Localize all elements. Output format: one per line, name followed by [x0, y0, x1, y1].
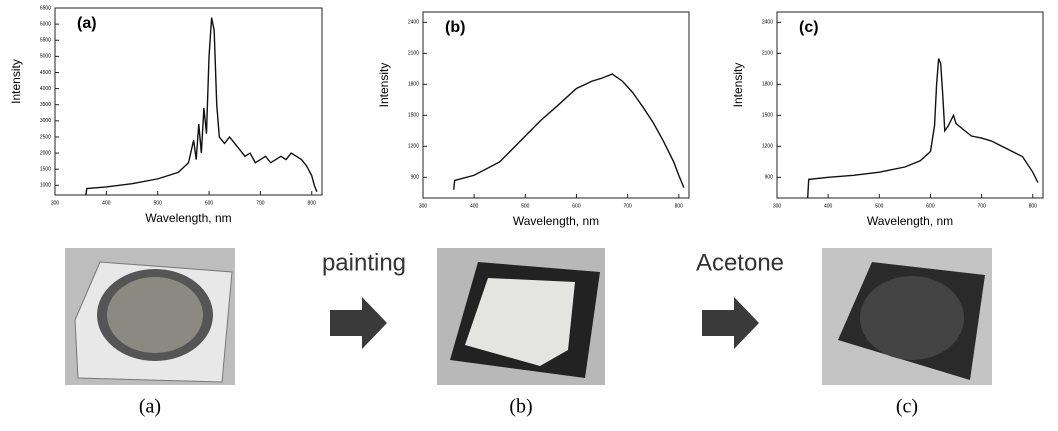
y-tick-label: 1200: [762, 144, 773, 150]
y-axis-label: Intensity: [377, 63, 391, 108]
panel-label: (a): [77, 15, 97, 32]
photo-caption: (b): [509, 396, 532, 418]
y-axis-label: Intensity: [9, 59, 23, 104]
y-tick-label: 1800: [762, 82, 773, 88]
x-tick-label: 600: [205, 200, 214, 206]
y-tick-label: 2100: [408, 51, 419, 57]
plot-frame: [776, 11, 1044, 199]
x-tick-label: 800: [1029, 203, 1038, 209]
photo-a: [65, 248, 235, 385]
x-axis-label: Wavelength, nm: [513, 214, 599, 228]
photo-caption: (c): [896, 396, 918, 418]
y-tick-label: 1500: [40, 167, 51, 173]
x-tick-label: 500: [154, 200, 163, 206]
plot-frame: [54, 7, 323, 196]
y-tick-label: 4000: [40, 86, 51, 92]
x-tick-label: 700: [977, 203, 986, 209]
x-tick-label: 300: [419, 203, 428, 209]
y-tick-label: 2400: [762, 20, 773, 26]
panel-label: (b): [445, 19, 465, 36]
plot-frame: [422, 11, 690, 199]
x-tick-label: 700: [623, 203, 632, 209]
y-tick-label: 1200: [408, 144, 419, 150]
y-tick-label: 1500: [408, 113, 419, 119]
y-tick-label: 2400: [408, 20, 419, 26]
x-axis-label: Wavelength, nm: [145, 211, 231, 225]
arrow-label: painting: [322, 249, 406, 276]
spectrum-line: [806, 58, 1039, 199]
y-tick-label: 900: [411, 175, 420, 181]
y-tick-label: 1500: [762, 113, 773, 119]
y-tick-label: 1000: [40, 183, 51, 189]
spectrum-line: [452, 73, 685, 190]
arrow: [330, 297, 387, 349]
x-tick-label: 600: [572, 203, 581, 209]
y-tick-label: 900: [765, 175, 774, 181]
y-tick-label: 4500: [40, 70, 51, 76]
photo-c: [822, 248, 992, 385]
y-tick-label: 6000: [40, 21, 51, 27]
x-tick-label: 400: [824, 203, 833, 209]
y-tick-label: 1800: [408, 82, 419, 88]
y-tick-label: 5500: [40, 38, 51, 44]
panel-label: (c): [799, 19, 819, 36]
spectrum-line: [85, 17, 318, 196]
x-tick-label: 800: [308, 200, 317, 206]
arrow-label: Acetone: [696, 249, 784, 276]
x-axis-label: Wavelength, nm: [867, 214, 953, 228]
x-tick-label: 300: [773, 203, 782, 209]
y-tick-label: 2500: [40, 134, 51, 140]
y-tick-label: 5000: [40, 54, 51, 60]
x-tick-label: 300: [51, 200, 60, 206]
photo-b: [437, 248, 605, 385]
photo-caption: (a): [139, 396, 161, 418]
x-tick-label: 700: [256, 200, 265, 206]
y-tick-label: 6500: [40, 5, 51, 11]
y-tick-label: 3500: [40, 102, 51, 108]
y-tick-label: 3000: [40, 118, 51, 124]
y-tick-label: 2100: [762, 51, 773, 57]
arrow: [702, 297, 759, 349]
x-tick-label: 400: [470, 203, 479, 209]
x-tick-label: 600: [926, 203, 935, 209]
y-axis-label: Intensity: [731, 63, 745, 108]
y-tick-label: 2000: [40, 150, 51, 156]
x-tick-label: 500: [521, 203, 530, 209]
x-tick-label: 500: [875, 203, 884, 209]
x-tick-label: 400: [102, 200, 111, 206]
x-tick-label: 800: [675, 203, 684, 209]
